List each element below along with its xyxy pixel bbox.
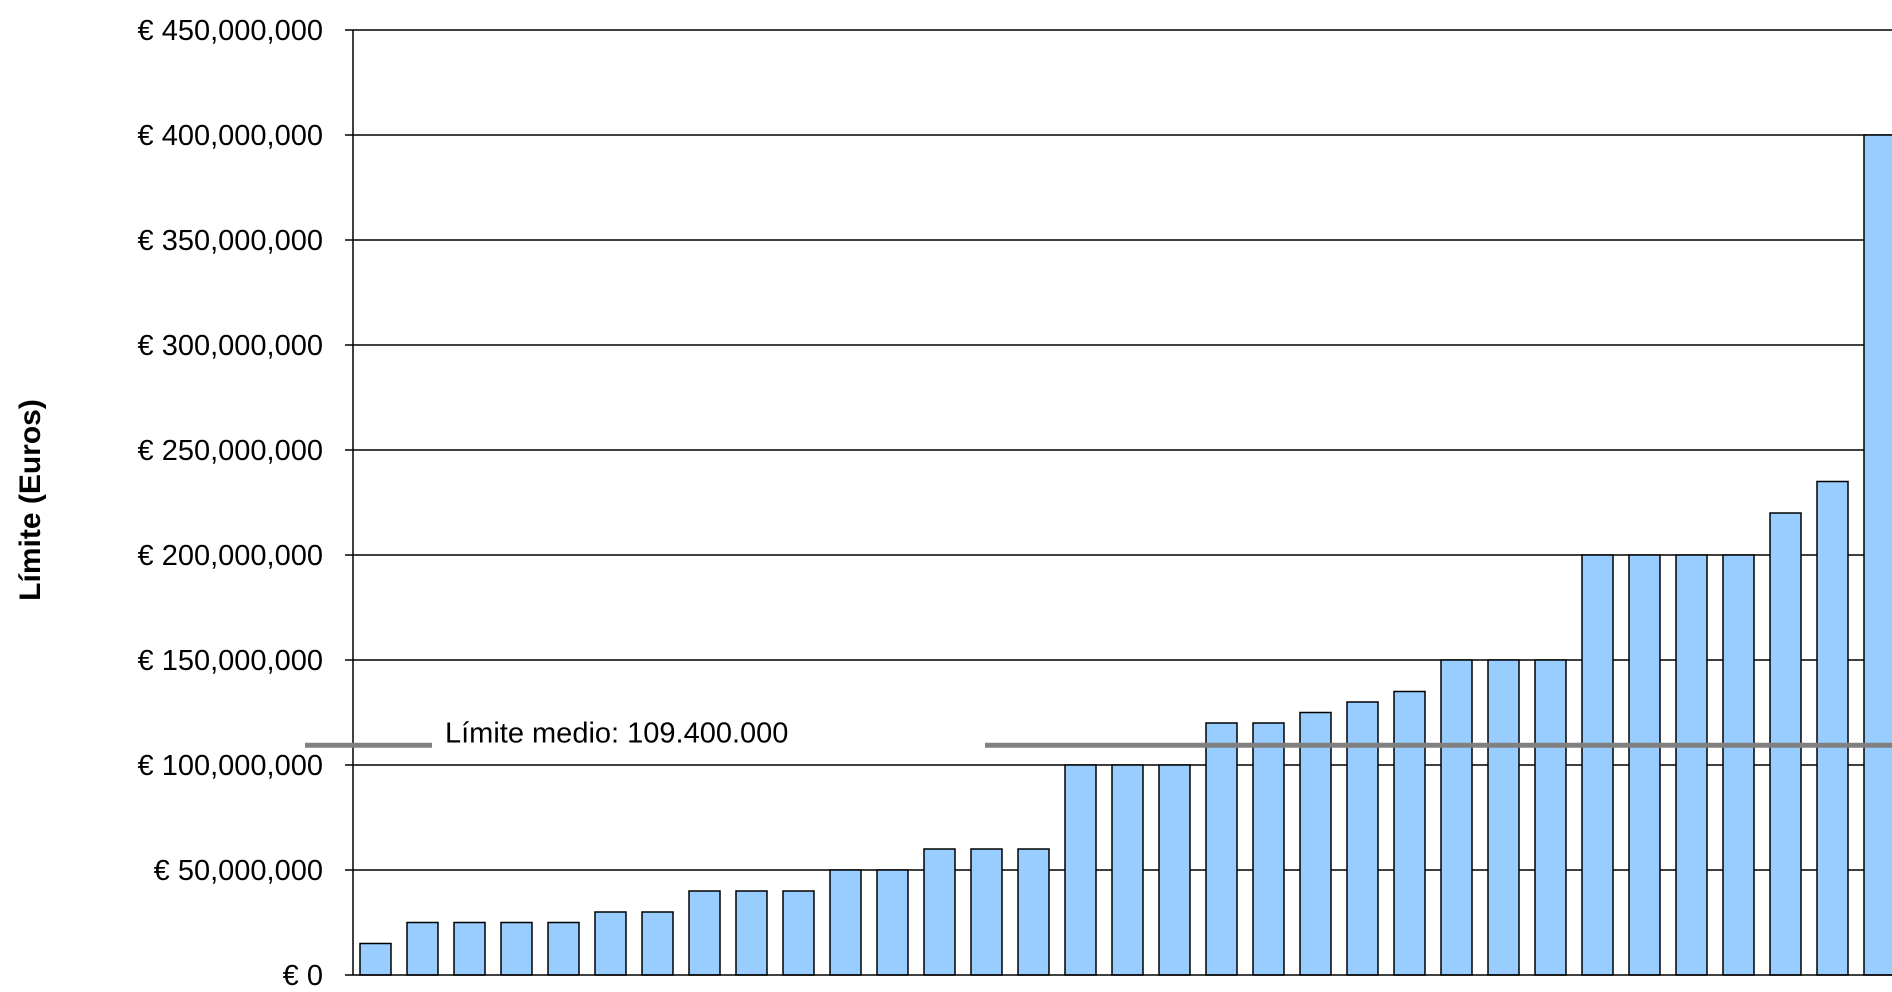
y-tick-label: € 350,000,000	[138, 225, 323, 257]
bar	[1628, 554, 1661, 976]
bar	[970, 848, 1003, 976]
bar	[1205, 722, 1238, 976]
y-tick-label: € 200,000,000	[138, 540, 323, 572]
y-tick-label: € 100,000,000	[138, 750, 323, 782]
bar	[923, 848, 956, 976]
bar	[1722, 554, 1755, 976]
y-tick-label: € 300,000,000	[138, 330, 323, 362]
axes	[345, 29, 1892, 976]
bar	[1816, 480, 1849, 976]
bar	[406, 921, 439, 976]
bars	[359, 134, 1892, 976]
bar	[453, 921, 486, 976]
bar	[359, 942, 392, 976]
bar	[594, 911, 627, 976]
y-tick-label: € 250,000,000	[138, 435, 323, 467]
reference-line-group: Límite medio: 109.400.000	[305, 717, 1892, 749]
bar	[735, 890, 768, 976]
bar	[876, 869, 909, 976]
y-tick-labels: € 0 € 50,000,000 € 100,000,000 € 150,000,00…	[138, 15, 323, 992]
bar	[1534, 659, 1567, 976]
bar	[1299, 711, 1332, 976]
gridlines	[353, 29, 1892, 871]
bar	[688, 890, 721, 976]
bar	[1064, 764, 1097, 976]
bar	[1675, 554, 1708, 976]
bar	[1111, 764, 1144, 976]
y-tick-label: € 50,000,000	[154, 855, 323, 887]
bar	[1158, 764, 1191, 976]
bar	[547, 921, 580, 976]
bar	[829, 869, 862, 976]
bar	[1252, 722, 1285, 976]
y-tick-label: € 450,000,000	[138, 15, 323, 47]
bar	[1017, 848, 1050, 976]
bar	[782, 890, 815, 976]
bar	[1487, 659, 1520, 976]
average-line-label: Límite medio: 109.400.000	[445, 717, 788, 749]
bar	[500, 921, 533, 976]
y-tick-label: € 0	[283, 960, 323, 992]
y-tick-label: € 400,000,000	[138, 120, 323, 152]
bar	[1393, 690, 1426, 976]
bar	[1863, 134, 1892, 976]
bar	[1440, 659, 1473, 976]
bar	[641, 911, 674, 976]
bar	[1581, 554, 1614, 976]
y-axis-title: Límite (Euros)	[14, 399, 47, 601]
y-tick-label: € 150,000,000	[138, 645, 323, 677]
